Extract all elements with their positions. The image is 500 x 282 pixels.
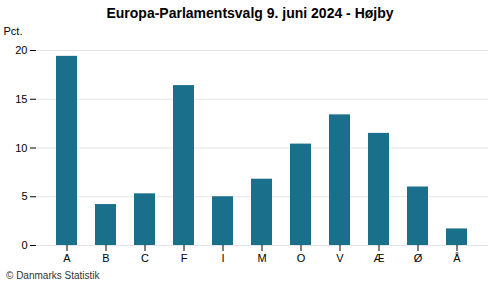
svg-text:C: C [141, 252, 149, 264]
svg-text:O: O [297, 252, 306, 264]
svg-text:15: 15 [15, 93, 27, 105]
svg-text:Å: Å [453, 252, 461, 264]
svg-text:B: B [102, 252, 109, 264]
svg-text:I: I [221, 252, 224, 264]
svg-text:20: 20 [15, 44, 27, 56]
svg-text:V: V [336, 252, 344, 264]
html-text:Europa-Parlamentsvalg 9. juni: Europa-Parlamentsvalg 9. juni 2024 - Høj… [106, 5, 394, 21]
svg-text:A: A [63, 252, 71, 264]
svg-text:10: 10 [15, 142, 27, 154]
svg-text:0: 0 [21, 239, 27, 251]
html-text:© Danmarks Statistik: © Danmarks Statistik [6, 270, 100, 281]
svg-text:Æ: Æ [374, 252, 385, 264]
svg-text:M: M [257, 252, 266, 264]
svg-text:Ø: Ø [414, 252, 423, 264]
svg-text:F: F [181, 252, 188, 264]
svg-text:Pct.: Pct. [4, 25, 23, 37]
svg-text:5: 5 [21, 190, 27, 202]
